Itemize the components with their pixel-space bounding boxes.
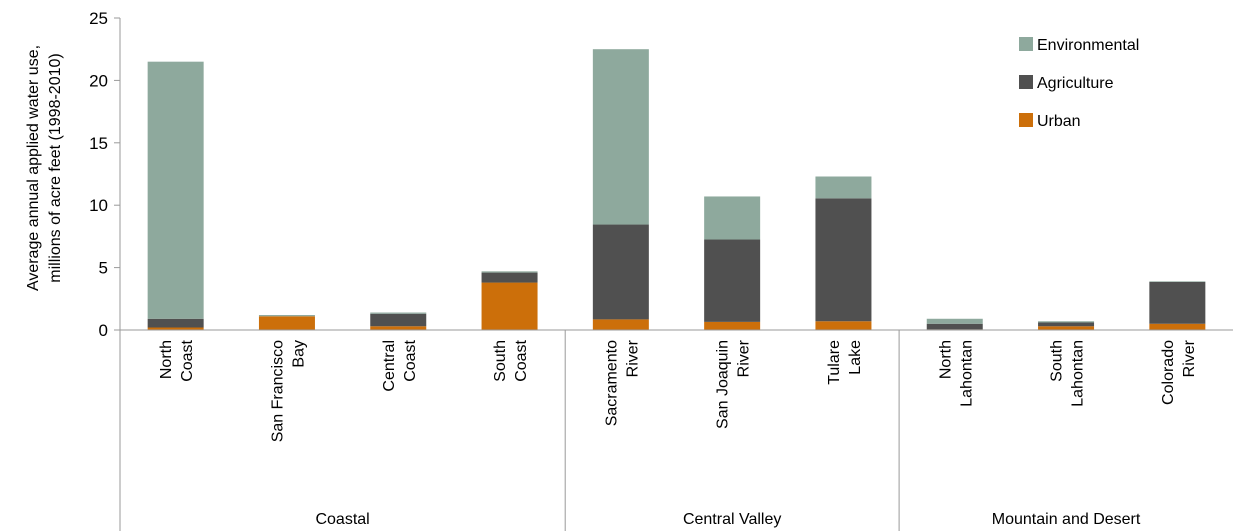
group-label: Mountain and Desert	[992, 511, 1141, 528]
y-tick-label: 10	[89, 196, 108, 215]
bar-environmental-segment	[147, 61, 204, 319]
category-label: Lake	[847, 340, 864, 375]
bar-environmental-segment	[704, 196, 761, 240]
y-tick-label: 5	[99, 259, 108, 278]
legend-label: Agriculture	[1037, 75, 1114, 92]
category-labels: North Coast San Francisco Bay Central Coast So…	[158, 339, 1198, 442]
legend: Environmental Agriculture Urban	[1019, 37, 1139, 130]
category-label: North	[158, 340, 175, 379]
bar-environmental-segment	[815, 176, 872, 199]
bar-environmental-segment	[926, 318, 983, 324]
category-label: River	[1181, 339, 1198, 377]
bar-urban-segment	[481, 282, 538, 330]
y-axis-ticks: 0 5 10 15 20 25	[89, 9, 120, 340]
category-label: Lahontan	[958, 340, 975, 407]
bar-agriculture-segment	[370, 313, 427, 327]
bar-urban-segment	[258, 316, 315, 330]
y-tick-label: 20	[89, 71, 108, 90]
category-label: Coast	[513, 339, 530, 381]
y-tick-label: 25	[89, 9, 108, 28]
y-tick-label: 15	[89, 134, 108, 153]
bar-agriculture-segment	[926, 323, 983, 330]
bar-environmental-segment	[592, 49, 649, 225]
y-tick-label: 0	[99, 321, 108, 340]
legend-swatch	[1019, 113, 1033, 127]
bar-environmental-segment	[370, 312, 427, 314]
bar-urban-segment	[592, 319, 649, 330]
bar-environmental-segment	[481, 271, 538, 273]
bar-agriculture-segment	[147, 318, 204, 328]
legend-swatch	[1019, 75, 1033, 89]
y-axis-label-line-1: Average annual applied water use,	[25, 45, 42, 291]
bar-agriculture-segment	[1149, 281, 1206, 324]
category-label: South	[1049, 340, 1066, 382]
group-label: Central Valley	[683, 511, 781, 528]
category-label: Bay	[290, 340, 307, 368]
bar-agriculture-segment	[704, 239, 761, 322]
bar-urban-segment	[815, 321, 872, 330]
bar-environmental-segment	[1038, 321, 1095, 323]
axes	[119, 18, 1233, 531]
group-labels: Coastal Central Valley Mountain and Desert	[315, 511, 1140, 528]
category-label: River	[736, 339, 753, 377]
category-label: Sacramento	[603, 340, 620, 426]
bar-environmental-segment	[258, 315, 315, 317]
category-label: San Joaquin	[715, 340, 732, 429]
category-label: River	[624, 339, 641, 377]
bars	[147, 49, 1206, 330]
bar-urban-segment	[1149, 323, 1206, 330]
category-label: Central	[381, 340, 398, 392]
bar-environmental-segment	[1149, 281, 1206, 282]
y-axis-label-line-2: millions of acre feet (1998-2010)	[47, 53, 64, 282]
bar-urban-segment	[147, 327, 204, 330]
bar-agriculture-segment	[592, 224, 649, 320]
legend-swatch	[1019, 37, 1033, 51]
legend-label: Urban	[1037, 113, 1081, 130]
bar-agriculture-segment	[481, 272, 538, 283]
category-label: North	[937, 340, 954, 379]
category-label: Coast	[179, 339, 196, 381]
category-label: South	[492, 340, 509, 382]
category-label: Coast	[402, 339, 419, 381]
group-label: Coastal	[315, 511, 369, 528]
category-label: Lahontan	[1070, 340, 1087, 407]
bar-agriculture-segment	[815, 198, 872, 322]
category-label: Tulare	[826, 340, 843, 385]
bar-urban-segment	[1038, 326, 1095, 330]
y-axis-label: Average annual applied water use, millio…	[25, 45, 64, 291]
category-label: San Francisco	[269, 340, 286, 442]
legend-label: Environmental	[1037, 37, 1139, 54]
bar-agriculture-segment	[1038, 322, 1095, 327]
category-label: Colorado	[1160, 340, 1177, 405]
bar-urban-segment	[370, 326, 427, 330]
bar-urban-segment	[704, 321, 761, 330]
